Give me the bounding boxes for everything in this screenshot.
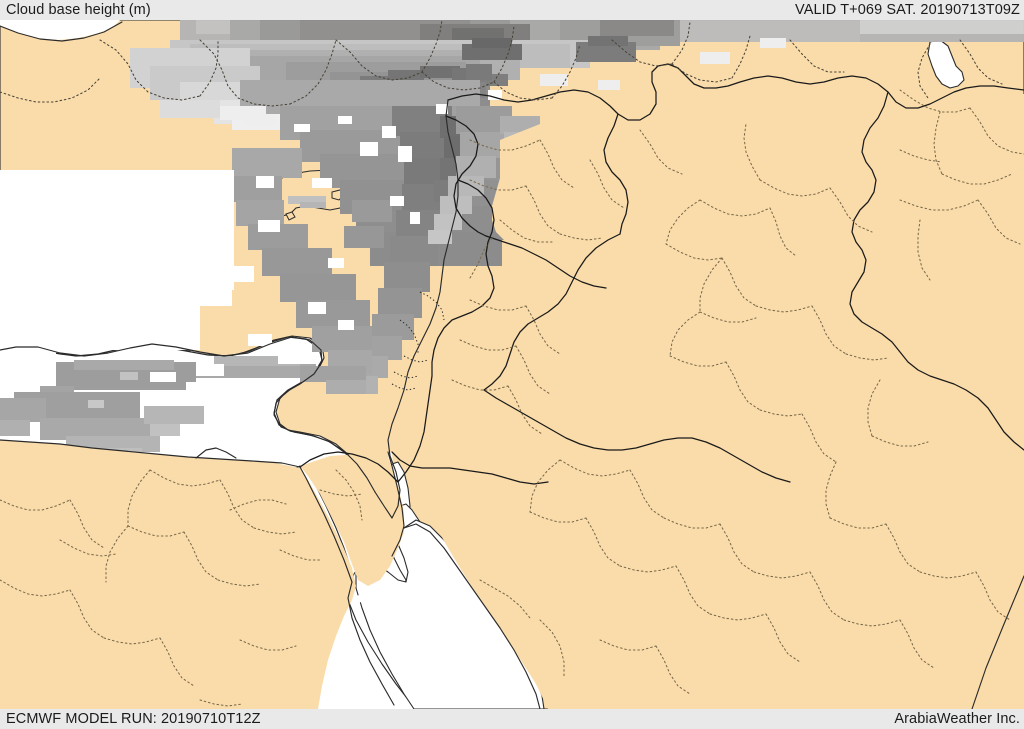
lake-urmia [927, 39, 965, 89]
coast-nile-delta [195, 447, 237, 459]
coastlines [0, 21, 1024, 709]
black-sea [0, 20, 120, 40]
coast-persian-gulf [971, 575, 1024, 709]
coast-black-sea [0, 21, 123, 42]
coast-levant [374, 99, 459, 519]
admin-borders [0, 20, 1024, 707]
coast-red-sea-west [347, 581, 395, 706]
coast-egypt-med [0, 439, 301, 468]
border-syria-iraq [483, 233, 621, 391]
border-lebanon-syria [445, 115, 487, 237]
coast-anatolia-south [0, 336, 376, 493]
header-bar: Cloud base height (m) VALID T+069 SAT. 2… [0, 0, 1024, 20]
border-sinai-east [391, 451, 465, 471]
border-syria-turkey [603, 113, 629, 235]
country-borders [299, 63, 1024, 485]
provider-label: ArabiaWeather Inc. [894, 711, 1020, 727]
footer-bar: ECMWF MODEL RUN: 20190710T12Z ArabiaWeat… [0, 709, 1024, 729]
cloud-base-height-map[interactable] [0, 20, 1024, 709]
border-jordan-iraq-saudi [483, 389, 791, 483]
border-syria-jordan [485, 235, 607, 289]
border-turkey-south [447, 63, 1024, 121]
page-title: Cloud base height (m) [6, 2, 151, 18]
arabia-land [406, 388, 1024, 709]
coast-red-sea-east [403, 523, 541, 709]
coast-suez-west [299, 466, 353, 583]
model-run-label: ECMWF MODEL RUN: 20190710T12Z [6, 711, 261, 727]
border-israel-jordan [397, 179, 495, 483]
valid-time-label: VALID T+069 SAT. 20190713T09Z [795, 2, 1020, 18]
egypt-land [0, 440, 404, 709]
border-iraq-iran [849, 91, 1024, 451]
palestine-borders [391, 291, 445, 391]
border-jordan-saudi [463, 469, 549, 485]
border-israel-egypt [299, 451, 399, 483]
coast-aqaba [387, 451, 405, 557]
map-viewport[interactable] [0, 20, 1024, 709]
sinai-inlet-b [356, 594, 365, 603]
